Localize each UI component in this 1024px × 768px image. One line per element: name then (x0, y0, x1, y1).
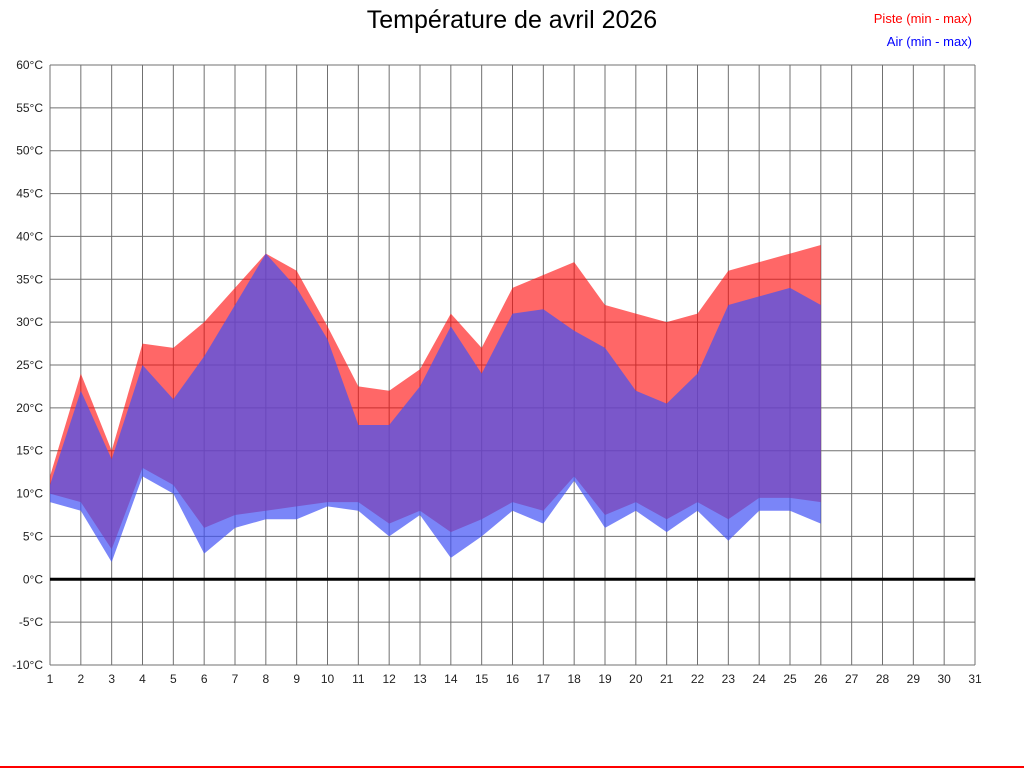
svg-text:26: 26 (814, 672, 828, 686)
svg-text:19: 19 (598, 672, 612, 686)
svg-text:50°C: 50°C (16, 144, 43, 158)
svg-text:8: 8 (262, 672, 269, 686)
svg-text:-5°C: -5°C (19, 615, 43, 629)
svg-text:20°C: 20°C (16, 401, 43, 415)
svg-text:5°C: 5°C (23, 529, 43, 543)
svg-text:12: 12 (382, 672, 396, 686)
svg-text:31: 31 (968, 672, 982, 686)
svg-text:30: 30 (937, 672, 951, 686)
svg-text:5: 5 (170, 672, 177, 686)
svg-text:55°C: 55°C (16, 101, 43, 115)
svg-text:2: 2 (77, 672, 84, 686)
chart-legend: Piste (min - max) Air (min - max) (874, 8, 972, 54)
legend-item-piste: Piste (min - max) (873, 11, 972, 26)
svg-text:1: 1 (47, 672, 54, 686)
svg-text:27: 27 (845, 672, 859, 686)
svg-text:-10°C: -10°C (12, 658, 43, 672)
svg-text:18: 18 (567, 672, 581, 686)
svg-text:25°C: 25°C (16, 358, 43, 372)
svg-text:10: 10 (321, 672, 335, 686)
svg-text:16: 16 (506, 672, 520, 686)
svg-text:0°C: 0°C (23, 572, 43, 586)
svg-text:23: 23 (722, 672, 736, 686)
svg-text:10°C: 10°C (16, 487, 43, 501)
svg-text:6: 6 (201, 672, 208, 686)
svg-text:40°C: 40°C (16, 229, 43, 243)
svg-text:15: 15 (475, 672, 489, 686)
svg-text:22: 22 (691, 672, 705, 686)
svg-text:28: 28 (876, 672, 890, 686)
svg-text:20: 20 (629, 672, 643, 686)
svg-text:29: 29 (907, 672, 921, 686)
svg-text:24: 24 (752, 672, 766, 686)
svg-text:21: 21 (660, 672, 674, 686)
svg-text:9: 9 (293, 672, 300, 686)
svg-text:30°C: 30°C (16, 315, 43, 329)
svg-text:4: 4 (139, 672, 146, 686)
svg-text:15°C: 15°C (16, 444, 43, 458)
svg-text:45°C: 45°C (16, 187, 43, 201)
svg-text:17: 17 (537, 672, 551, 686)
svg-text:13: 13 (413, 672, 427, 686)
svg-text:14: 14 (444, 672, 458, 686)
svg-text:25: 25 (783, 672, 797, 686)
svg-text:11: 11 (352, 672, 365, 686)
svg-text:60°C: 60°C (16, 58, 43, 72)
svg-text:7: 7 (232, 672, 239, 686)
svg-text:35°C: 35°C (16, 272, 43, 286)
legend-item-air: Air (min - max) (886, 33, 972, 49)
svg-text:3: 3 (108, 672, 115, 686)
chart-title: Température de avril 2026 (366, 6, 658, 34)
